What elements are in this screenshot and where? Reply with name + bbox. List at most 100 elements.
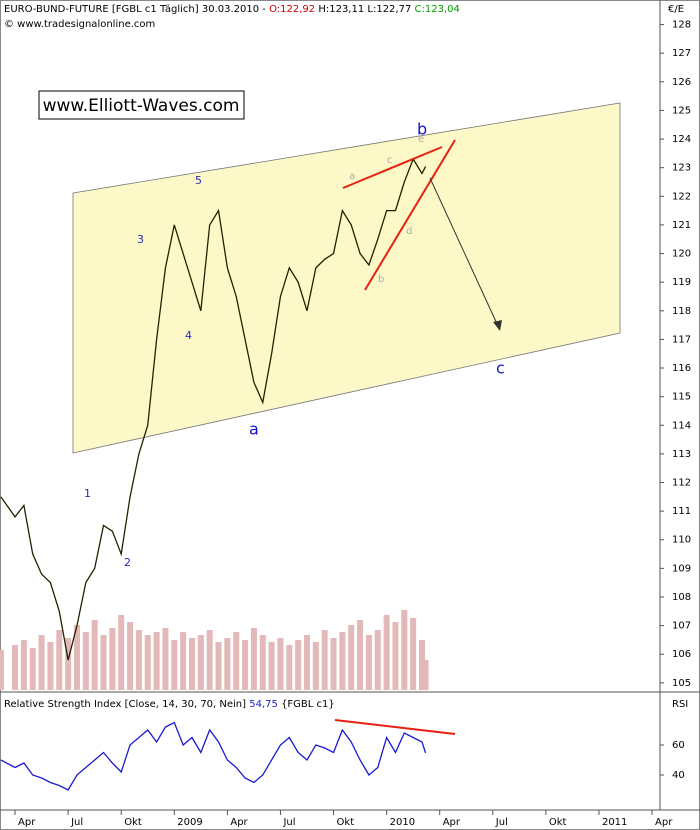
volume-bar xyxy=(233,632,240,690)
y-tick-label: 120 xyxy=(672,249,691,260)
y-tick-label: 110 xyxy=(672,535,691,546)
wave-label: b xyxy=(417,120,427,139)
volume-bar xyxy=(38,635,45,690)
wave-label: 4 xyxy=(185,329,192,342)
y-tick-label: 123 xyxy=(672,163,691,174)
y-tick-label: 118 xyxy=(672,306,691,317)
volume-bar xyxy=(206,630,213,690)
volume-bar xyxy=(188,638,195,690)
volume-bar xyxy=(12,645,19,690)
y-tick-label: 113 xyxy=(672,449,691,460)
sub-wave-label: e xyxy=(418,134,424,145)
volume-bar xyxy=(295,640,302,690)
rsi-trend xyxy=(334,719,456,735)
volume-bar xyxy=(286,645,293,690)
x-tick-label: Okt xyxy=(549,817,567,828)
price-line xyxy=(0,157,427,661)
y-tick-label: 112 xyxy=(672,478,691,489)
y-tick-label: 122 xyxy=(672,191,691,202)
volume-bar xyxy=(357,620,364,690)
volume-bar xyxy=(365,635,372,690)
y-tick-label: 127 xyxy=(672,48,691,59)
y-tick-label: 107 xyxy=(672,621,691,632)
volume-bar xyxy=(330,638,337,690)
y-tick-label: 114 xyxy=(672,420,691,431)
volume-bar xyxy=(135,630,142,690)
y-tick-label: 121 xyxy=(672,220,691,231)
volume-bar xyxy=(224,638,231,690)
rsi-line xyxy=(0,721,427,791)
rsi-axis-label: RSI xyxy=(672,699,688,710)
volume-bar xyxy=(127,622,134,690)
volume-bar xyxy=(144,635,151,690)
volume-bar xyxy=(73,625,80,690)
x-tick-label: Apr xyxy=(230,817,248,828)
watermark-box xyxy=(38,90,245,120)
volume-bar xyxy=(153,632,160,690)
x-tick-label: Apr xyxy=(18,817,36,828)
volume-bar xyxy=(242,640,249,690)
rsi-tick-label: 60 xyxy=(672,740,685,751)
volume-bar xyxy=(65,638,72,690)
volume-bar xyxy=(268,642,275,690)
x-tick-label: 2011 xyxy=(602,817,627,828)
wedge-line xyxy=(364,139,456,291)
volume-bar xyxy=(259,635,266,690)
volume-bar xyxy=(100,635,107,690)
volume-bar xyxy=(20,640,27,690)
y-tick-label: 128 xyxy=(672,20,691,31)
y-tick-label: 106 xyxy=(672,649,691,660)
x-tick-label: 2009 xyxy=(177,817,202,828)
arrow-head xyxy=(493,320,502,331)
volume-bar xyxy=(82,632,89,690)
volume-bar xyxy=(303,635,310,690)
volume-bar xyxy=(215,642,222,690)
y-tick-label: 105 xyxy=(672,678,691,689)
volume-bar xyxy=(419,640,426,690)
volume-bar xyxy=(277,638,284,690)
x-tick-label: Okt xyxy=(124,817,142,828)
y-tick-label: 115 xyxy=(672,392,691,403)
volume-bar xyxy=(250,628,257,690)
volume-bar xyxy=(180,632,187,690)
wave-label: a xyxy=(249,420,259,439)
wave-label: 1 xyxy=(84,487,91,500)
volume-bar xyxy=(162,628,169,690)
volume-bar xyxy=(401,610,408,690)
x-tick-label: Apr xyxy=(443,817,461,828)
volume-bar xyxy=(109,628,116,690)
wave-label: 3 xyxy=(137,233,144,246)
source: © www.tradesignalonline.com xyxy=(4,19,155,30)
volume-bar xyxy=(348,625,355,690)
y-tick-label: 126 xyxy=(672,77,691,88)
wave-label: 2 xyxy=(124,556,131,569)
y-tick-label: 111 xyxy=(672,506,691,517)
volume-bar xyxy=(47,642,54,690)
sub-wave-label: d xyxy=(406,226,412,237)
rsi-header: Relative Strength Index [Close, 14, 30, … xyxy=(4,699,335,710)
volume-bar xyxy=(321,630,328,690)
volume-bar xyxy=(422,660,429,690)
volume-bar xyxy=(374,630,381,690)
y-tick-label: 117 xyxy=(672,334,691,345)
wedge-line xyxy=(342,146,443,189)
y-tick-label: 109 xyxy=(672,563,691,574)
volume-bar xyxy=(410,618,417,690)
y-tick-label: 124 xyxy=(672,134,691,145)
sub-wave-label: c xyxy=(387,155,393,166)
y-tick-label: 108 xyxy=(672,592,691,603)
watermark: www.Elliott-Waves.com xyxy=(43,96,240,116)
y-tick-label: 116 xyxy=(672,363,691,374)
x-tick-label: Jul xyxy=(282,817,295,828)
volume-bar xyxy=(0,650,4,690)
volume-bar xyxy=(91,620,98,690)
currency: €/E xyxy=(668,4,684,15)
sub-wave-label: a xyxy=(349,171,355,182)
volume-bar xyxy=(171,640,178,690)
volume-bar xyxy=(197,635,204,690)
volume-bar xyxy=(312,642,319,690)
x-tick-label: Apr xyxy=(655,817,673,828)
volume-bar xyxy=(392,622,399,690)
sub-wave-label: b xyxy=(378,274,384,285)
